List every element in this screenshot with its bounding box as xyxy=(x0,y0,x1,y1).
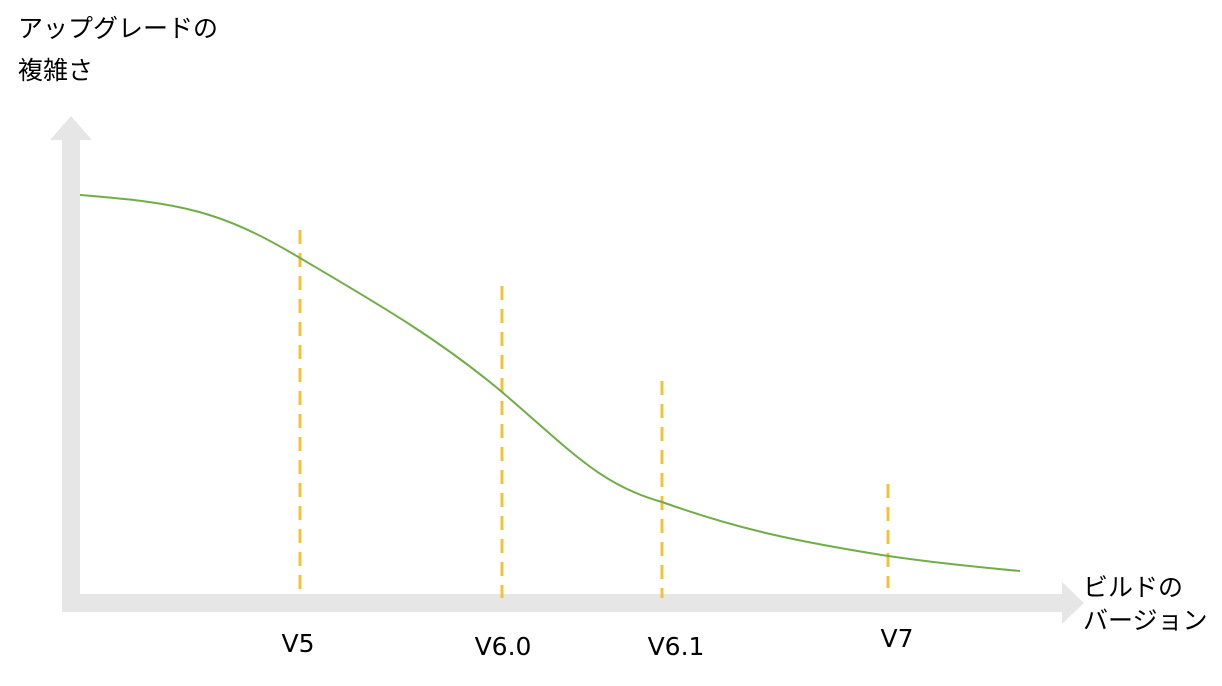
version-label: V6.1 xyxy=(648,632,705,661)
y-axis xyxy=(62,140,80,612)
y-axis-label: アップグレードの xyxy=(18,14,218,43)
y-axis-label: 複雑さ xyxy=(18,56,93,85)
x-axis-arrow xyxy=(1062,582,1084,624)
x-axis-label: バージョン xyxy=(1083,606,1208,635)
version-label: V6.0 xyxy=(475,632,532,661)
version-markers xyxy=(298,230,890,598)
complexity-curve xyxy=(79,194,1021,572)
y-axis-arrow xyxy=(50,116,92,140)
version-label: V5 xyxy=(281,629,314,658)
version-label: V7 xyxy=(880,624,913,653)
x-axis xyxy=(62,594,1064,612)
x-axis-label: ビルドの xyxy=(1083,573,1183,602)
